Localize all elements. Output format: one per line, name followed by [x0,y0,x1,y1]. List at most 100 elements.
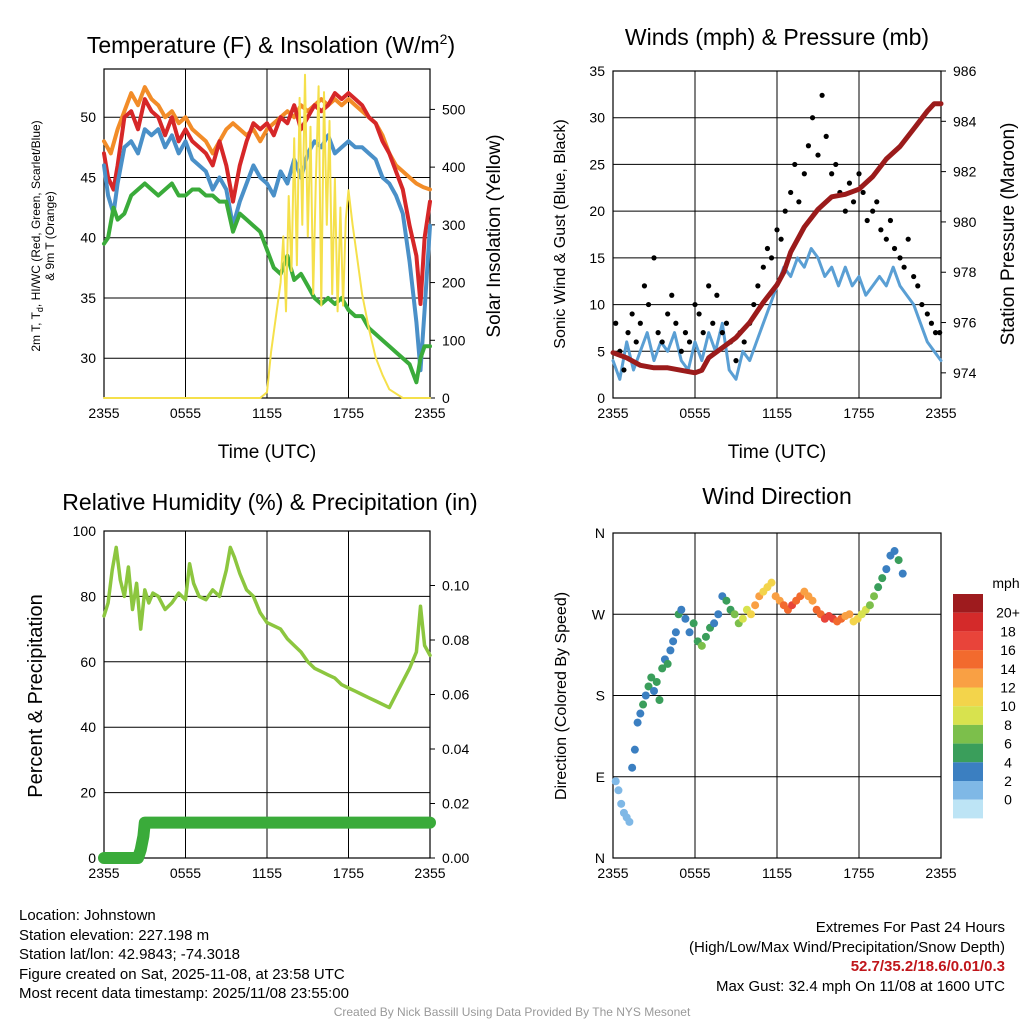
extremes-block: Extremes For Past 24 Hours (High/Low/Max… [689,918,1005,996]
direction-point [767,578,776,587]
y2-tick-label: 986 [953,63,977,79]
direction-point [625,817,634,826]
gust-point [778,236,784,242]
chart-title: Temperature (F) & Insolation (W/m2) [87,31,455,58]
x-tick-label: 1755 [333,865,364,881]
x-tick-label: 2355 [597,405,628,421]
gust-point [874,199,880,205]
y2-tick-label: 976 [953,315,977,331]
gust-point [829,171,835,177]
direction-point [658,664,667,673]
y-tick-label: 0 [88,850,96,866]
y-tick-label: 0 [597,390,605,406]
direction-point [882,565,891,574]
legend-swatch [953,668,983,688]
y2-tick-label: 0.08 [442,632,469,648]
extremes-values: 52.7/35.2/18.6/0.01/0.3 [850,958,1005,976]
legend-label: 2 [1004,773,1012,789]
gust-point [823,133,829,139]
direction-point [808,596,817,605]
gust-point [714,292,720,298]
y2-tick-label: 0 [442,390,450,406]
y-tick-label: 25 [589,156,605,172]
direction-point [701,632,710,641]
y-tick-label: 40 [80,719,96,735]
y-tick-label: 5 [597,343,605,359]
gust-point [932,330,939,336]
gust-point [782,208,788,214]
direction-point [650,686,658,695]
ylabel-rest: , HI/WC (Red, Green, Scarlet/Blue) [29,120,43,307]
y-tick-label: 35 [80,290,96,306]
y-tick-label: W [592,606,606,622]
x-tick-label: 0555 [170,405,201,421]
gust-point [633,339,639,345]
gust-point [741,339,747,345]
y2-tick-label: 0.00 [442,850,469,866]
direction-point [614,786,623,795]
legend-label: 14 [1000,661,1016,677]
gust-point [809,115,816,121]
direction-point [870,592,879,601]
direction-point [666,646,675,655]
y2-tick-label: 0.06 [442,687,469,703]
gust-point [665,311,671,317]
gust-point [788,189,794,196]
y-axis-label: Sonic Wind & Gust (Blue, Black) [552,119,569,348]
extremes-subtitle: (High/Low/Max Wind/Precipitation/Snow De… [689,938,1005,956]
direction-point [689,619,698,628]
x-tick-label: 0555 [679,865,710,881]
gust-point [883,236,889,242]
legend-label: 12 [1000,680,1016,696]
gust-point [887,217,894,224]
gust-point [682,330,689,336]
legend-swatch [953,594,983,613]
y2-tick-label: 300 [442,217,466,233]
gust-point [659,339,665,345]
direction-point [898,569,907,578]
gust-point [928,320,935,326]
plot-frame [103,530,431,859]
title-end: ) [447,32,455,58]
direction-point [663,659,672,668]
series-relative-humidity [102,545,432,710]
x-axis-label: Time (UTC) [728,442,827,463]
direction-point [722,596,731,605]
y-tick-label: 45 [80,169,96,185]
y2-tick-label: 0.04 [442,741,469,757]
gust-point [669,292,675,298]
x-axis-label: Time (UTC) [218,442,317,463]
direction-point [652,677,661,686]
station-latlon: Station lat/lon: 42.9843; -74.3018 [19,946,241,964]
direction-point [641,691,650,700]
legend-title: mph [992,575,1019,591]
y2-tick-label: 0.10 [442,578,469,594]
x-tick-label: 1155 [762,865,792,881]
extremes-title: Extremes For Past 24 Hours [815,919,1005,936]
direction-point [845,610,854,619]
direction-point [677,605,686,614]
legend-label: 0 [1004,792,1012,808]
x-tick-label: 1155 [762,405,792,421]
direction-point [630,745,639,754]
x-tick-label: 1755 [843,405,874,421]
direction-point [639,700,648,709]
gust-point [819,92,825,98]
legend-swatch [953,762,983,781]
gust-point [846,180,853,186]
legend-label: 18 [1000,623,1016,639]
direction-point [747,610,756,619]
gust-point [764,245,771,252]
direction-point [890,547,899,556]
winds-chart: 2355 0555 1155 1755 235505101520253035974976… [552,24,1019,463]
gust-point [651,255,657,261]
y-tick-label: 35 [589,63,605,79]
gust-point [645,301,652,308]
direction-point [681,614,690,623]
y-tick-label: 60 [80,654,96,670]
y-tick-label: N [595,525,605,541]
y-tick-label: 30 [80,350,96,366]
series-solar-insolation [103,73,431,399]
